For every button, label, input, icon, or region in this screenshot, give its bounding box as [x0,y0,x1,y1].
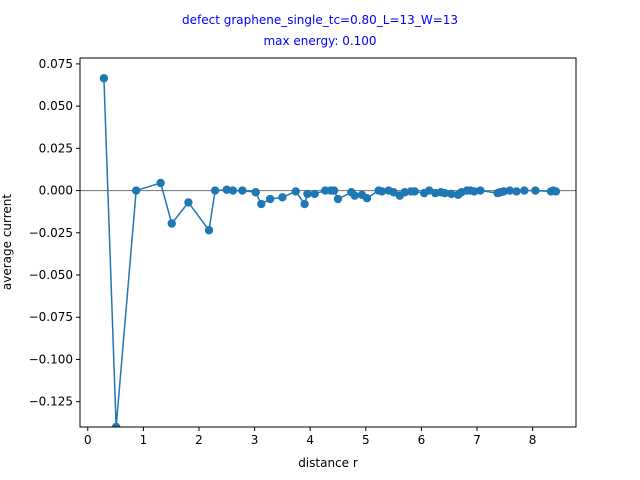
data-point [505,186,515,195]
data-point [303,189,312,199]
data-point [210,186,220,195]
data-point [167,219,176,228]
data-point [238,186,247,195]
data-point [377,187,387,196]
data-point [300,199,309,209]
data-point [476,186,485,195]
data-point [551,187,561,196]
y-axis: 0.075 0.050 0.025 0.000 −0.025 −0.050 −0.075 −0… [29,57,80,409]
x-tick-label: 0 [84,433,92,447]
data-point [291,187,300,196]
chart-subtitle: max energy: 0.100 [263,34,376,48]
y-tick-label: −0.125 [29,395,73,409]
plot-frame [79,57,577,428]
data-point [350,191,359,200]
data-point [499,187,508,196]
data-point [440,188,449,198]
x-tick-label: 2 [195,433,203,447]
data-point [228,186,238,195]
data-point [156,178,165,188]
y-tick-label: 0.075 [39,57,73,71]
y-tick-label: 0.025 [39,141,73,155]
y-tick-label: −0.075 [29,310,73,324]
data-point [410,187,419,196]
data-point [400,188,409,197]
y-tick-label: −0.025 [29,226,73,240]
data-point [99,74,109,83]
y-tick-label: −0.050 [29,268,73,282]
data-point [362,193,372,203]
data-point [329,186,339,195]
x-tick-label: 5 [362,433,370,447]
y-tick-label: 0.050 [39,99,73,113]
x-tick-label: 6 [418,433,426,447]
data-point [512,187,521,196]
data-point [310,189,319,199]
data-point [447,189,456,199]
data-point [131,186,141,195]
x-tick-label: 1 [140,433,148,447]
data-point [265,194,275,204]
x-tick-label: 7 [473,433,481,447]
data-point [251,188,260,197]
data-point [257,199,266,209]
y-tick-label: 0.000 [39,184,73,198]
x-tick-label: 8 [529,433,537,447]
x-axis-label: distance r [298,456,358,470]
data-point [520,186,529,195]
data-point [111,422,121,427]
data-point [204,226,214,235]
series-layer [99,74,561,427]
chart-title: defect graphene_single_tc=0.80_L=13_W=13 [182,13,458,27]
x-axis: 0 1 2 3 4 5 6 7 8 [84,427,536,447]
data-point [278,193,287,202]
data-point [222,185,231,194]
data-point [333,194,343,204]
data-point [531,186,540,195]
y-tick-label: −0.100 [29,352,73,366]
x-tick-label: 4 [306,433,314,447]
x-tick-label: 3 [251,433,259,447]
data-point [184,198,193,207]
data-point [389,188,398,197]
data-point [470,187,479,196]
y-axis-label: average current [0,194,14,291]
